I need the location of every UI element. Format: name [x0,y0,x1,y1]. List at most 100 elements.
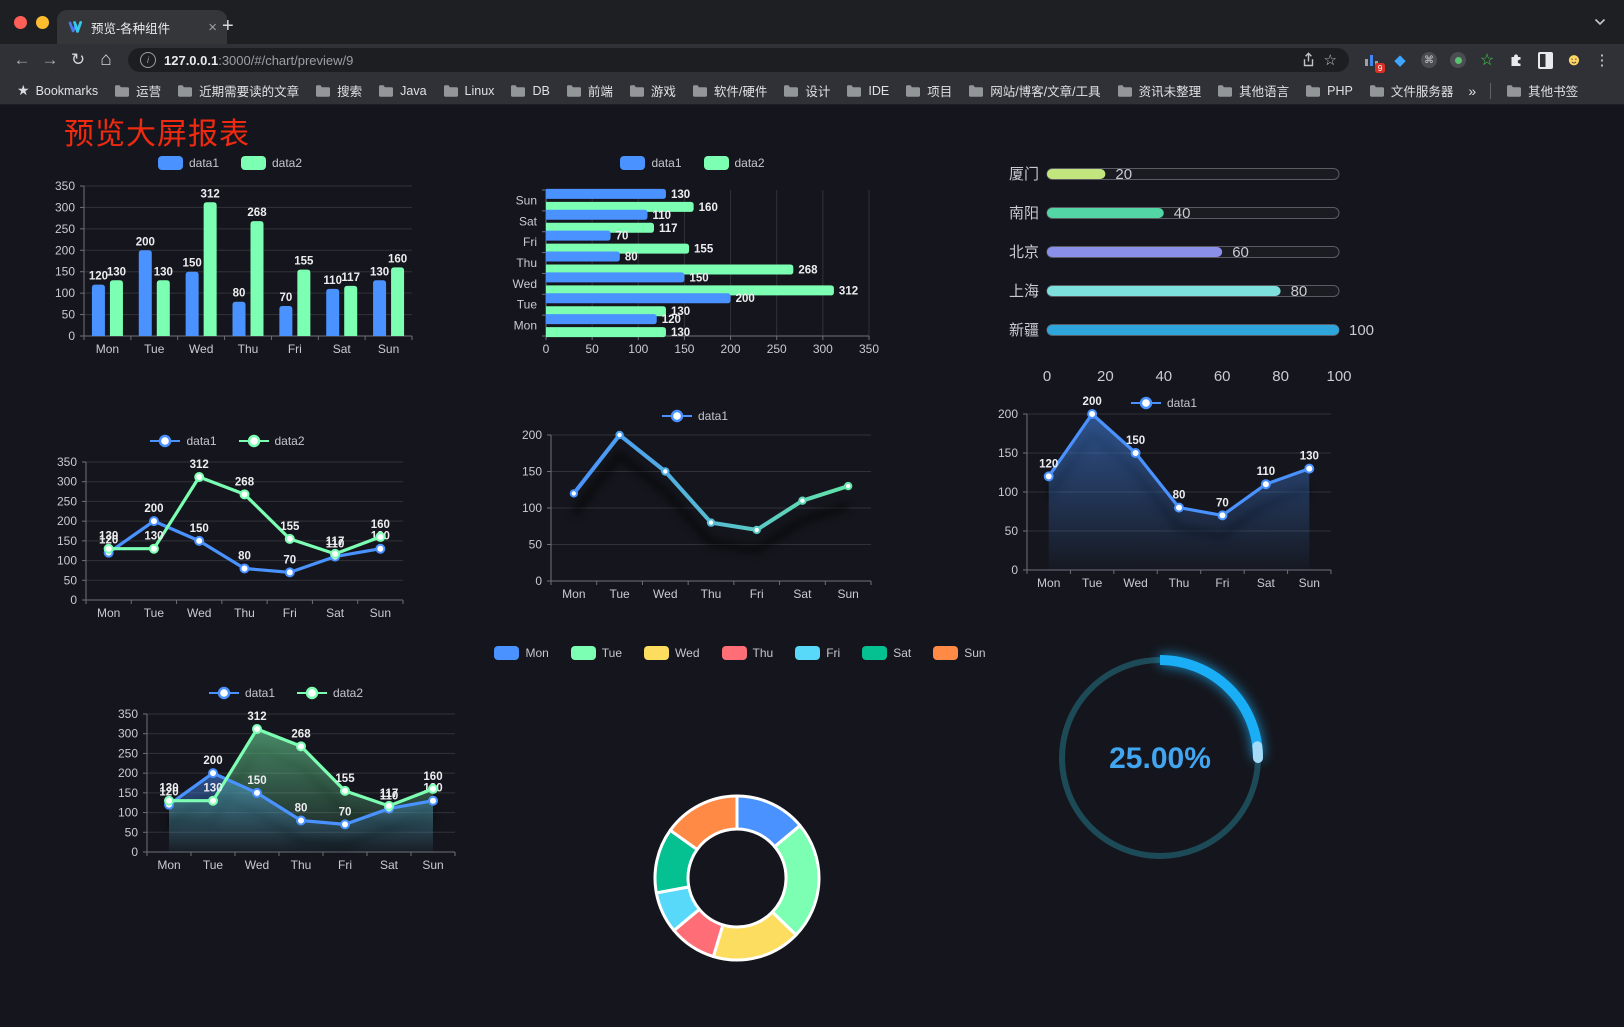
reload-button[interactable]: ↻ [70,50,86,69]
svg-text:110: 110 [380,791,399,803]
bookmark-item[interactable]: 项目 [898,80,959,102]
site-info-icon[interactable]: i [140,52,156,68]
bookmark-item[interactable]: PHP [1298,80,1360,102]
svg-text:100: 100 [55,286,75,300]
legend-item-data2[interactable]: data2 [241,156,302,170]
legend-item-data2[interactable]: data2 [297,686,363,700]
svg-text:200: 200 [57,514,77,528]
back-button[interactable]: ← [13,50,31,69]
legend-item-data1[interactable]: data1 [208,686,275,700]
bookmark-item[interactable]: 软件/硬件 [685,80,774,102]
legend-item-data1[interactable]: data1 [157,156,219,170]
bookmarks-root[interactable]: ★ Bookmarks [10,80,105,102]
share-icon[interactable] [1301,52,1316,68]
svg-text:Fri: Fri [1215,576,1229,590]
svg-text:100: 100 [628,342,648,356]
bookmark-item[interactable]: Linux [436,80,502,102]
legend-item-Sun[interactable]: Sun [933,646,986,660]
bookmark-item[interactable]: IDE [839,80,896,102]
bookmarks-overflow-chevron[interactable]: » [1468,82,1477,99]
legend-item-data1[interactable]: data1 [1130,396,1197,410]
emoji-extension-icon[interactable]: ☻ [1565,50,1583,69]
svg-text:268: 268 [247,207,267,219]
bookmark-item[interactable]: DB [503,80,556,102]
folder-icon [969,85,984,97]
line-legend-marker [661,409,692,423]
bookmark-label: DB [532,83,550,98]
browser-menu-icon[interactable]: ⋮ [1594,52,1610,69]
legend-item-data2[interactable]: data2 [238,434,305,448]
folder-icon [1306,85,1321,97]
star-extension-icon[interactable]: ☆ [1479,52,1495,69]
svg-text:100: 100 [1326,368,1351,385]
svg-text:250: 250 [55,222,75,236]
legend-item-Fri[interactable]: Fri [795,646,840,660]
bookmark-item[interactable]: 设计 [776,80,837,102]
bookmark-item[interactable]: 文件服务器 [1362,80,1461,102]
legend-label: data2 [274,434,305,448]
svg-text:Tue: Tue [144,606,165,620]
svg-text:200: 200 [55,243,75,257]
contrast-extension-icon[interactable] [1535,50,1555,70]
tab-favicon-icon [68,21,83,33]
legend-label: Mon [525,646,549,660]
legend-item-Thu[interactable]: Thu [721,646,773,660]
bookmark-item[interactable]: Java [371,80,433,102]
chart-line-double-area: data1 data2 0 50 100 150 200 250 300 350 Mon Tue Wed… [105,680,467,888]
legend-item-Mon[interactable]: Mon [494,646,549,660]
bookmark-item[interactable]: 近期需要读的文章 [170,80,306,102]
svg-text:130: 130 [159,783,178,795]
bookmark-item[interactable]: 网站/博客/文章/工具 [961,80,1107,102]
svg-text:Wed: Wed [653,587,677,601]
bookmark-item[interactable]: 搜索 [308,80,369,102]
bookmark-item[interactable]: 运营 [107,80,168,102]
bookmarks-star-icon: ★ [17,82,30,98]
bookmark-item[interactable]: 其他语言 [1210,80,1296,102]
bookmark-item[interactable]: 前端 [559,80,620,102]
svg-text:Sun: Sun [1299,576,1320,590]
svg-text:200: 200 [144,503,163,515]
bookmark-star-icon[interactable]: ☆ [1323,52,1337,69]
recorder-extension-icon[interactable] [1448,50,1468,70]
gem-extension-icon[interactable]: ◆ [1394,52,1406,69]
legend-item-data1[interactable]: data1 [150,434,217,448]
close-window-button[interactable] [14,16,27,29]
bookmark-label: 前端 [587,85,613,99]
svg-text:150: 150 [118,786,138,800]
svg-text:Tue: Tue [144,342,165,356]
tab-close-icon[interactable]: × [208,18,217,36]
svg-text:Tue: Tue [203,858,224,872]
chart-bar-horizontal: data1 data2 0 50 100 150 200 250 300 350 Sun 130 160… [500,150,885,364]
svg-text:200: 200 [118,766,138,780]
bookmark-label: Java [400,83,427,98]
legend-item-data2[interactable]: data2 [703,156,765,170]
minimize-window-button[interactable] [36,16,49,29]
legend-item-Tue[interactable]: Tue [570,646,622,660]
svg-text:80: 80 [1272,368,1289,385]
command-extension-icon[interactable]: ⌘ [1419,50,1439,70]
new-tab-button[interactable]: + [222,15,234,37]
folder-icon [511,85,526,97]
other-bookmarks[interactable]: 其他书签 [1499,80,1585,102]
svg-text:Tue: Tue [517,298,538,312]
legend-item-Wed[interactable]: Wed [644,646,700,660]
legend-item-data1[interactable]: data1 [620,156,682,170]
bookmark-label: 项目 [927,85,953,99]
legend-label: Sun [964,646,986,660]
legend-item-Sat[interactable]: Sat [862,646,911,660]
svg-text:150: 150 [1126,435,1145,447]
legend-label: Sat [893,646,912,660]
bookmark-item[interactable]: 资讯未整理 [1110,80,1209,102]
forward-button[interactable]: → [41,50,59,69]
bookmark-item[interactable]: 游戏 [622,80,683,102]
tab-search-chevron-icon[interactable] [1594,18,1606,26]
donut-slice-Sun[interactable] [668,794,739,851]
home-button[interactable]: ⌂ [100,49,112,70]
puzzle-extension-icon[interactable] [1506,50,1526,70]
address-bar[interactable]: i 127.0.0.1:3000/#/chart/preview/9 ☆ [128,48,1349,72]
svg-text:200: 200 [736,293,755,305]
stats-extension-icon[interactable]: 9 [1361,50,1385,73]
browser-tab[interactable]: 预览-各种组件 × [57,10,227,44]
legend-item-data1[interactable]: data1 [661,409,728,423]
folder-icon [443,85,458,97]
